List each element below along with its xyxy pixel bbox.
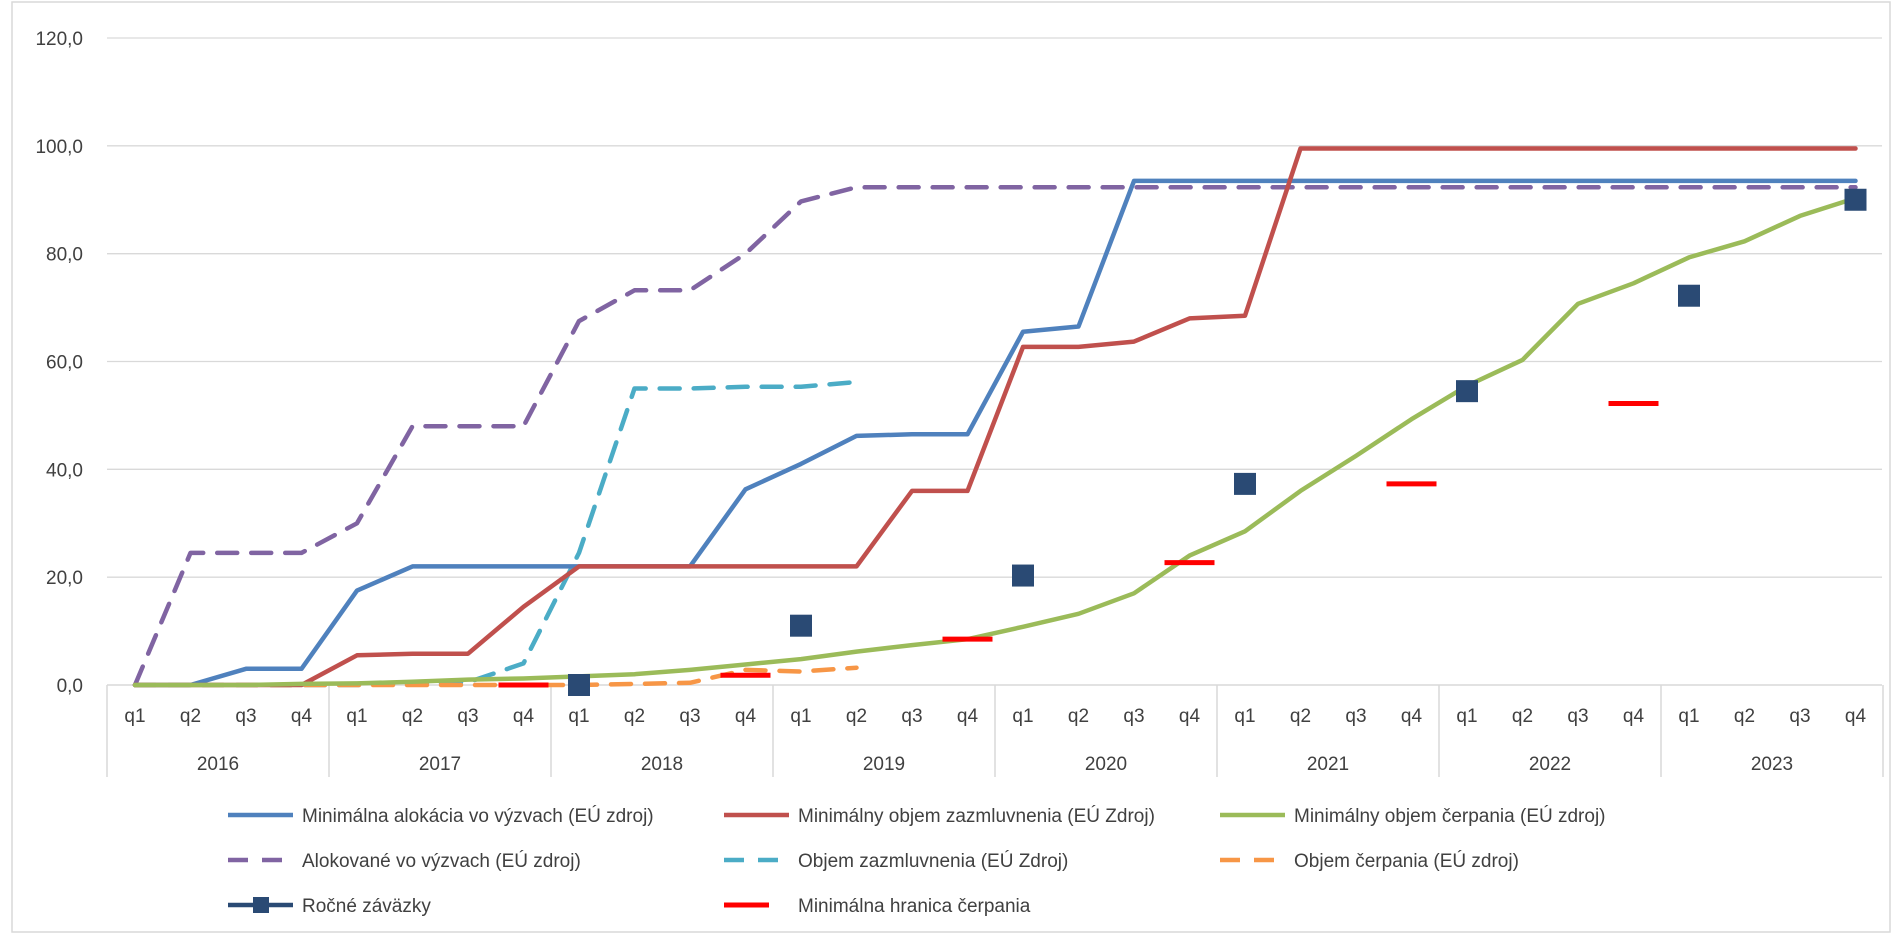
x-tick-quarter: q2 [1512, 706, 1533, 727]
x-tick-year: 2022 [1529, 754, 1571, 775]
x-tick-quarter: q4 [957, 706, 979, 727]
series-line [132, 178, 1858, 688]
legend-item: Objem čerpania (EÚ zdroj) [1220, 850, 1519, 872]
legend-label: Minimálny objem zazmluvnenia (EÚ Zdroj) [798, 805, 1155, 827]
x-tick-quarter: q2 [624, 706, 645, 727]
x-tick-quarter: q4 [513, 706, 535, 727]
y-tick-label: 80,0 [46, 245, 83, 266]
y-tick-label: 0,0 [57, 676, 83, 697]
x-tick-quarter: q1 [1456, 706, 1477, 727]
legend-label: Objem čerpania (EÚ zdroj) [1294, 850, 1519, 872]
series-7 [498, 401, 1659, 688]
x-tick-quarter: q2 [1290, 706, 1311, 727]
x-tick-quarter: q4 [1623, 706, 1645, 727]
series-0 [132, 178, 1858, 688]
legend: Minimálna alokácia vo výzvach (EÚ zdroj)… [228, 805, 1606, 917]
x-tick-quarter: q1 [1012, 706, 1033, 727]
x-tick-quarter: q1 [790, 706, 811, 727]
legend-label: Alokované vo výzvach (EÚ zdroj) [302, 850, 581, 872]
series-layer [132, 146, 1867, 696]
x-tick-quarter: q2 [402, 706, 423, 727]
series-6 [568, 188, 1867, 696]
x-tick-quarter: q2 [180, 706, 201, 727]
x-tick-quarter: q1 [1234, 706, 1255, 727]
x-tick-year: 2020 [1085, 754, 1127, 775]
y-tick-label: 60,0 [46, 353, 83, 374]
legend-item: Objem zazmluvnenia (EÚ Zdroj) [724, 850, 1068, 872]
x-tick-quarter: q3 [679, 706, 700, 727]
x-tick-quarter: q3 [1789, 706, 1810, 727]
x-tick-quarter: q3 [1123, 706, 1144, 727]
legend-label: Ročné záväzky [302, 896, 431, 917]
x-axis: q1 q2 q3 q4 q1 q2 q3 q4 q1 q2 q3 q4 q1 q2 q3 q4 q1 q2 q3 q4… [106, 684, 1884, 777]
series-1 [132, 146, 1858, 688]
chart-border [11, 1, 1891, 933]
legend-item: Alokované vo výzvach (EÚ zdroj) [228, 850, 581, 872]
x-tick-quarter: q4 [735, 706, 757, 727]
x-tick-quarter: q2 [1734, 706, 1755, 727]
x-tick-quarter: q1 [568, 706, 589, 727]
series-line [132, 146, 1858, 688]
x-tick-quarter: q3 [1567, 706, 1588, 727]
x-tick-quarter: q3 [457, 706, 478, 727]
x-tick-year: 2018 [641, 754, 683, 775]
legend-item: Minimálny objem zazmluvnenia (EÚ Zdroj) [724, 805, 1155, 827]
x-tick-year: 2021 [1307, 754, 1349, 775]
series-marker [1234, 472, 1256, 495]
x-tick-quarter: q1 [346, 706, 367, 727]
x-tick-quarter: q1 [1678, 706, 1699, 727]
series-2 [132, 195, 1858, 688]
x-tick-year: 2016 [197, 754, 239, 775]
x-tick-quarter: q1 [124, 706, 145, 727]
y-tick-label: 120,0 [35, 29, 83, 50]
y-tick-label: 40,0 [46, 460, 83, 481]
y-tick-label: 100,0 [35, 137, 83, 158]
x-tick-year: 2023 [1751, 754, 1793, 775]
legend-item: Ročné záväzky [228, 896, 431, 917]
legend-item: Minimálny objem čerpania (EÚ zdroj) [1220, 805, 1606, 827]
x-tick-quarter: q4 [1401, 706, 1423, 727]
series-line [132, 195, 1858, 688]
legend-swatch-marker [253, 897, 269, 913]
series-marker [1678, 284, 1700, 307]
x-tick-year: 2017 [419, 754, 461, 775]
legend-label: Minimálny objem čerpania (EÚ zdroj) [1294, 805, 1606, 827]
legend-label: Minimálna hranica čerpania [798, 896, 1031, 917]
x-tick-quarter: q4 [1179, 706, 1201, 727]
legend-label: Minimálna alokácia vo výzvach (EÚ zdroj) [302, 805, 654, 827]
x-tick-quarter: q2 [1068, 706, 1089, 727]
legend-item: Minimálna hranica čerpania [724, 896, 1031, 917]
y-tick-label: 20,0 [46, 568, 83, 589]
series-marker [1456, 380, 1478, 403]
y-axis: 0,0 20,0 40,0 60,0 80,0 100,0 120,0 [35, 29, 83, 697]
series-marker [1012, 564, 1034, 587]
x-tick-year: 2019 [863, 754, 905, 775]
gridlines [107, 37, 1882, 578]
series-marker [568, 674, 590, 696]
x-tick-quarter: q2 [846, 706, 867, 727]
x-tick-quarter: q4 [291, 706, 313, 727]
x-tick-quarter: q3 [235, 706, 256, 727]
legend-item: Minimálna alokácia vo výzvach (EÚ zdroj) [228, 805, 654, 827]
x-tick-quarter: q3 [901, 706, 922, 727]
x-tick-quarter: q3 [1345, 706, 1366, 727]
legend-label: Objem zazmluvnenia (EÚ Zdroj) [798, 850, 1068, 872]
series-marker [790, 614, 812, 637]
x-tick-quarter: q4 [1845, 706, 1867, 727]
series-marker [1844, 188, 1867, 211]
